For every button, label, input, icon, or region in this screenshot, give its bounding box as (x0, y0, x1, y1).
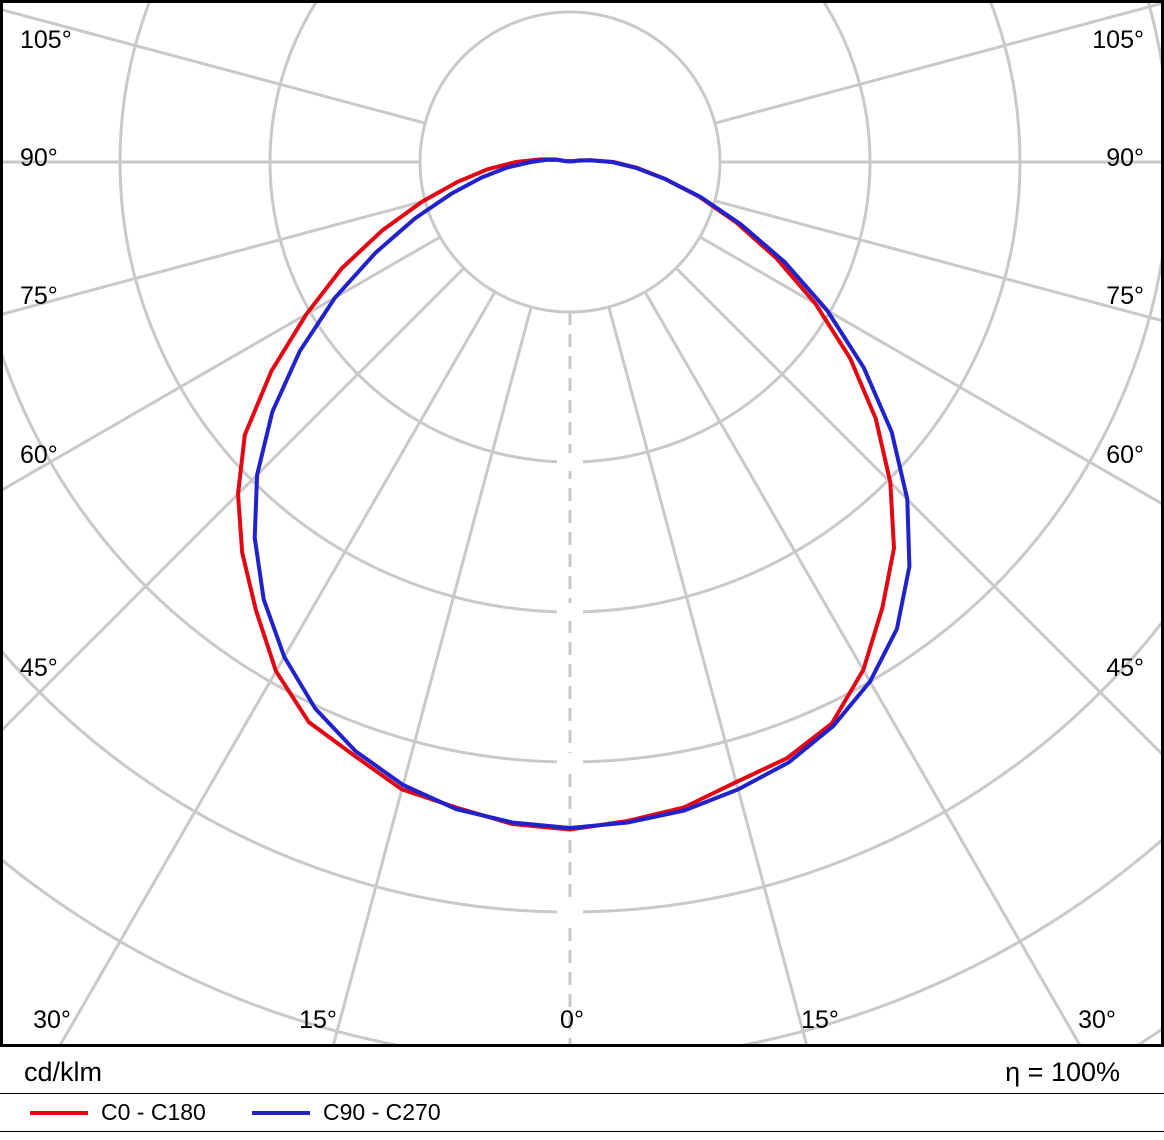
polar-chart-canvas (3, 3, 1161, 1044)
grid-ring (268, 3, 872, 464)
grid-radial-line (3, 199, 426, 316)
ring-label-gap (557, 903, 583, 921)
legend-label-c90-c270: C90 - C270 (323, 1099, 441, 1125)
legend-header-row: cd/klm η = 100% (0, 1047, 1164, 1094)
grid-radial-line (699, 235, 1161, 505)
ring-label-gap (557, 603, 583, 621)
legend-line-c90-c270 (252, 1110, 310, 1115)
ring-label-gap (557, 453, 583, 471)
legend-series-row: C0 - C180 C90 - C270 (0, 1094, 1164, 1132)
grid-radial-line (332, 306, 533, 1044)
grid-radial-line (3, 235, 441, 492)
grid-radial-line (675, 267, 1161, 756)
grid-radial-line (59, 291, 497, 1044)
legend-label-c0-c180: C0 - C180 (101, 1099, 206, 1125)
grid-radial-line (3, 267, 465, 732)
polar-chart-frame (0, 0, 1164, 1047)
unit-label: cd/klm (24, 1057, 103, 1087)
legend-item-c0-c180: C0 - C180 (30, 1094, 206, 1131)
legend-line-c0-c180 (30, 1110, 88, 1115)
efficiency-label: η = 100% (1005, 1057, 1120, 1087)
ring-label-gap (557, 753, 583, 771)
grid-radial-line (714, 199, 1161, 322)
chart-legend: cd/klm η = 100% C0 - C180 C90 - C270 (0, 1047, 1164, 1140)
grid-radial-line (714, 3, 1161, 125)
curve-c90-c270 (252, 157, 912, 830)
legend-item-c90-c270: C90 - C270 (252, 1094, 441, 1131)
grid-radial-line (3, 8, 426, 125)
grid-radial-line (607, 306, 808, 1044)
grid-radial-line (643, 291, 1081, 1044)
